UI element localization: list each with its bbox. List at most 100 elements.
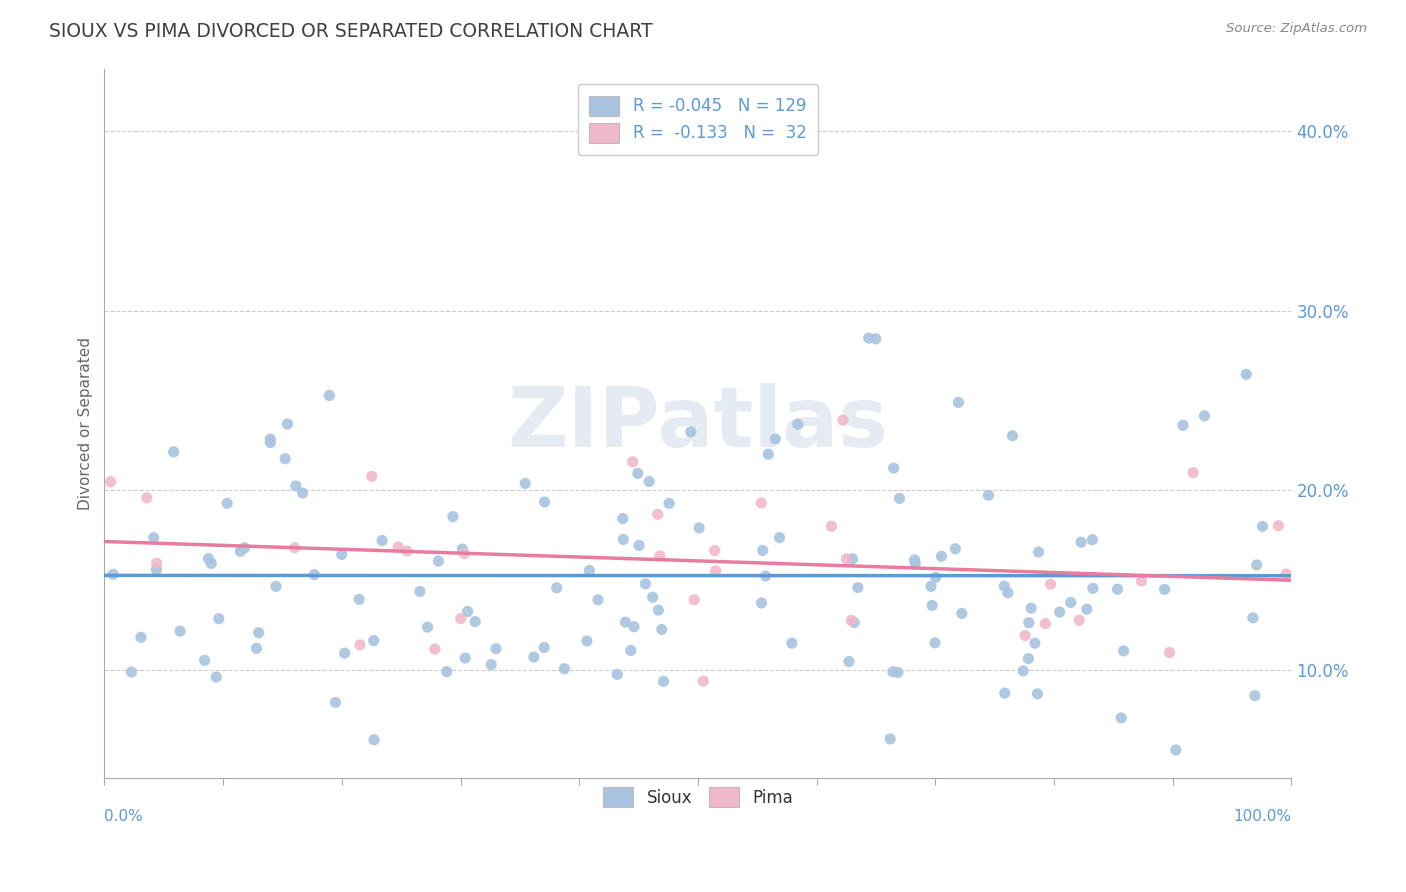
- Point: [977, 488, 1000, 502]
- Point: [363, 732, 385, 747]
- Point: [208, 612, 231, 626]
- Point: [924, 636, 946, 650]
- Point: [1241, 611, 1264, 625]
- Point: [1024, 636, 1046, 650]
- Point: [786, 417, 808, 432]
- Point: [950, 607, 973, 621]
- Point: [865, 332, 887, 346]
- Point: [586, 593, 609, 607]
- Point: [347, 592, 370, 607]
- Point: [1076, 602, 1098, 616]
- Point: [284, 541, 307, 555]
- Point: [416, 620, 439, 634]
- Point: [948, 395, 970, 409]
- Point: [479, 657, 502, 672]
- Point: [120, 665, 142, 679]
- Point: [606, 667, 628, 681]
- Point: [162, 445, 184, 459]
- Point: [100, 475, 122, 489]
- Point: [1069, 613, 1091, 627]
- Point: [768, 531, 790, 545]
- Point: [1159, 646, 1181, 660]
- Point: [641, 591, 664, 605]
- Point: [457, 605, 479, 619]
- Point: [612, 511, 634, 525]
- Point: [835, 551, 858, 566]
- Point: [264, 579, 287, 593]
- Point: [284, 479, 307, 493]
- Point: [1017, 651, 1039, 665]
- Point: [692, 674, 714, 689]
- Point: [945, 541, 967, 556]
- Point: [101, 567, 124, 582]
- Point: [578, 564, 600, 578]
- Point: [436, 665, 458, 679]
- Point: [612, 533, 634, 547]
- Point: [371, 533, 394, 548]
- Point: [515, 476, 537, 491]
- Point: [1019, 601, 1042, 615]
- Point: [1182, 466, 1205, 480]
- Legend: Sioux, Pima: Sioux, Pima: [592, 775, 804, 819]
- Point: [1153, 582, 1175, 597]
- Point: [395, 544, 418, 558]
- Point: [291, 486, 314, 500]
- Point: [1028, 545, 1050, 559]
- Point: [658, 496, 681, 510]
- Point: [621, 455, 644, 469]
- Text: SIOUX VS PIMA DIVORCED OR SEPARATED CORRELATION CHART: SIOUX VS PIMA DIVORCED OR SEPARATED CORR…: [49, 22, 652, 41]
- Point: [627, 467, 650, 481]
- Point: [441, 509, 464, 524]
- Point: [575, 634, 598, 648]
- Point: [1081, 582, 1104, 596]
- Point: [1107, 582, 1129, 597]
- Point: [145, 556, 167, 570]
- Point: [887, 665, 910, 680]
- Point: [627, 538, 650, 552]
- Point: [325, 695, 347, 709]
- Point: [841, 551, 863, 566]
- Point: [904, 556, 927, 570]
- Point: [751, 596, 773, 610]
- Point: [756, 447, 779, 461]
- Point: [679, 425, 702, 439]
- Point: [820, 519, 842, 533]
- Point: [839, 614, 862, 628]
- Point: [1275, 566, 1298, 581]
- Point: [1234, 368, 1257, 382]
- Point: [142, 531, 165, 545]
- Point: [1026, 687, 1049, 701]
- Point: [135, 491, 157, 505]
- Point: [274, 451, 297, 466]
- Point: [245, 641, 267, 656]
- Point: [703, 543, 725, 558]
- Point: [763, 432, 786, 446]
- Point: [450, 611, 472, 625]
- Point: [217, 496, 239, 510]
- Point: [634, 577, 657, 591]
- Point: [647, 508, 669, 522]
- Point: [1171, 418, 1194, 433]
- Point: [647, 603, 669, 617]
- Point: [277, 417, 299, 431]
- Point: [1109, 711, 1132, 725]
- Point: [1039, 577, 1062, 591]
- Point: [832, 413, 855, 427]
- Point: [485, 641, 508, 656]
- Text: 0.0%: 0.0%: [104, 809, 143, 824]
- Point: [1081, 533, 1104, 547]
- Point: [553, 662, 575, 676]
- Text: Source: ZipAtlas.com: Source: ZipAtlas.com: [1226, 22, 1367, 36]
- Point: [1001, 429, 1024, 443]
- Point: [997, 585, 1019, 599]
- Point: [205, 670, 228, 684]
- Point: [1014, 628, 1036, 642]
- Point: [363, 633, 385, 648]
- Point: [546, 581, 568, 595]
- Point: [780, 636, 803, 650]
- Point: [648, 549, 671, 563]
- Point: [197, 551, 219, 566]
- Point: [233, 541, 256, 555]
- Point: [1164, 743, 1187, 757]
- Point: [349, 638, 371, 652]
